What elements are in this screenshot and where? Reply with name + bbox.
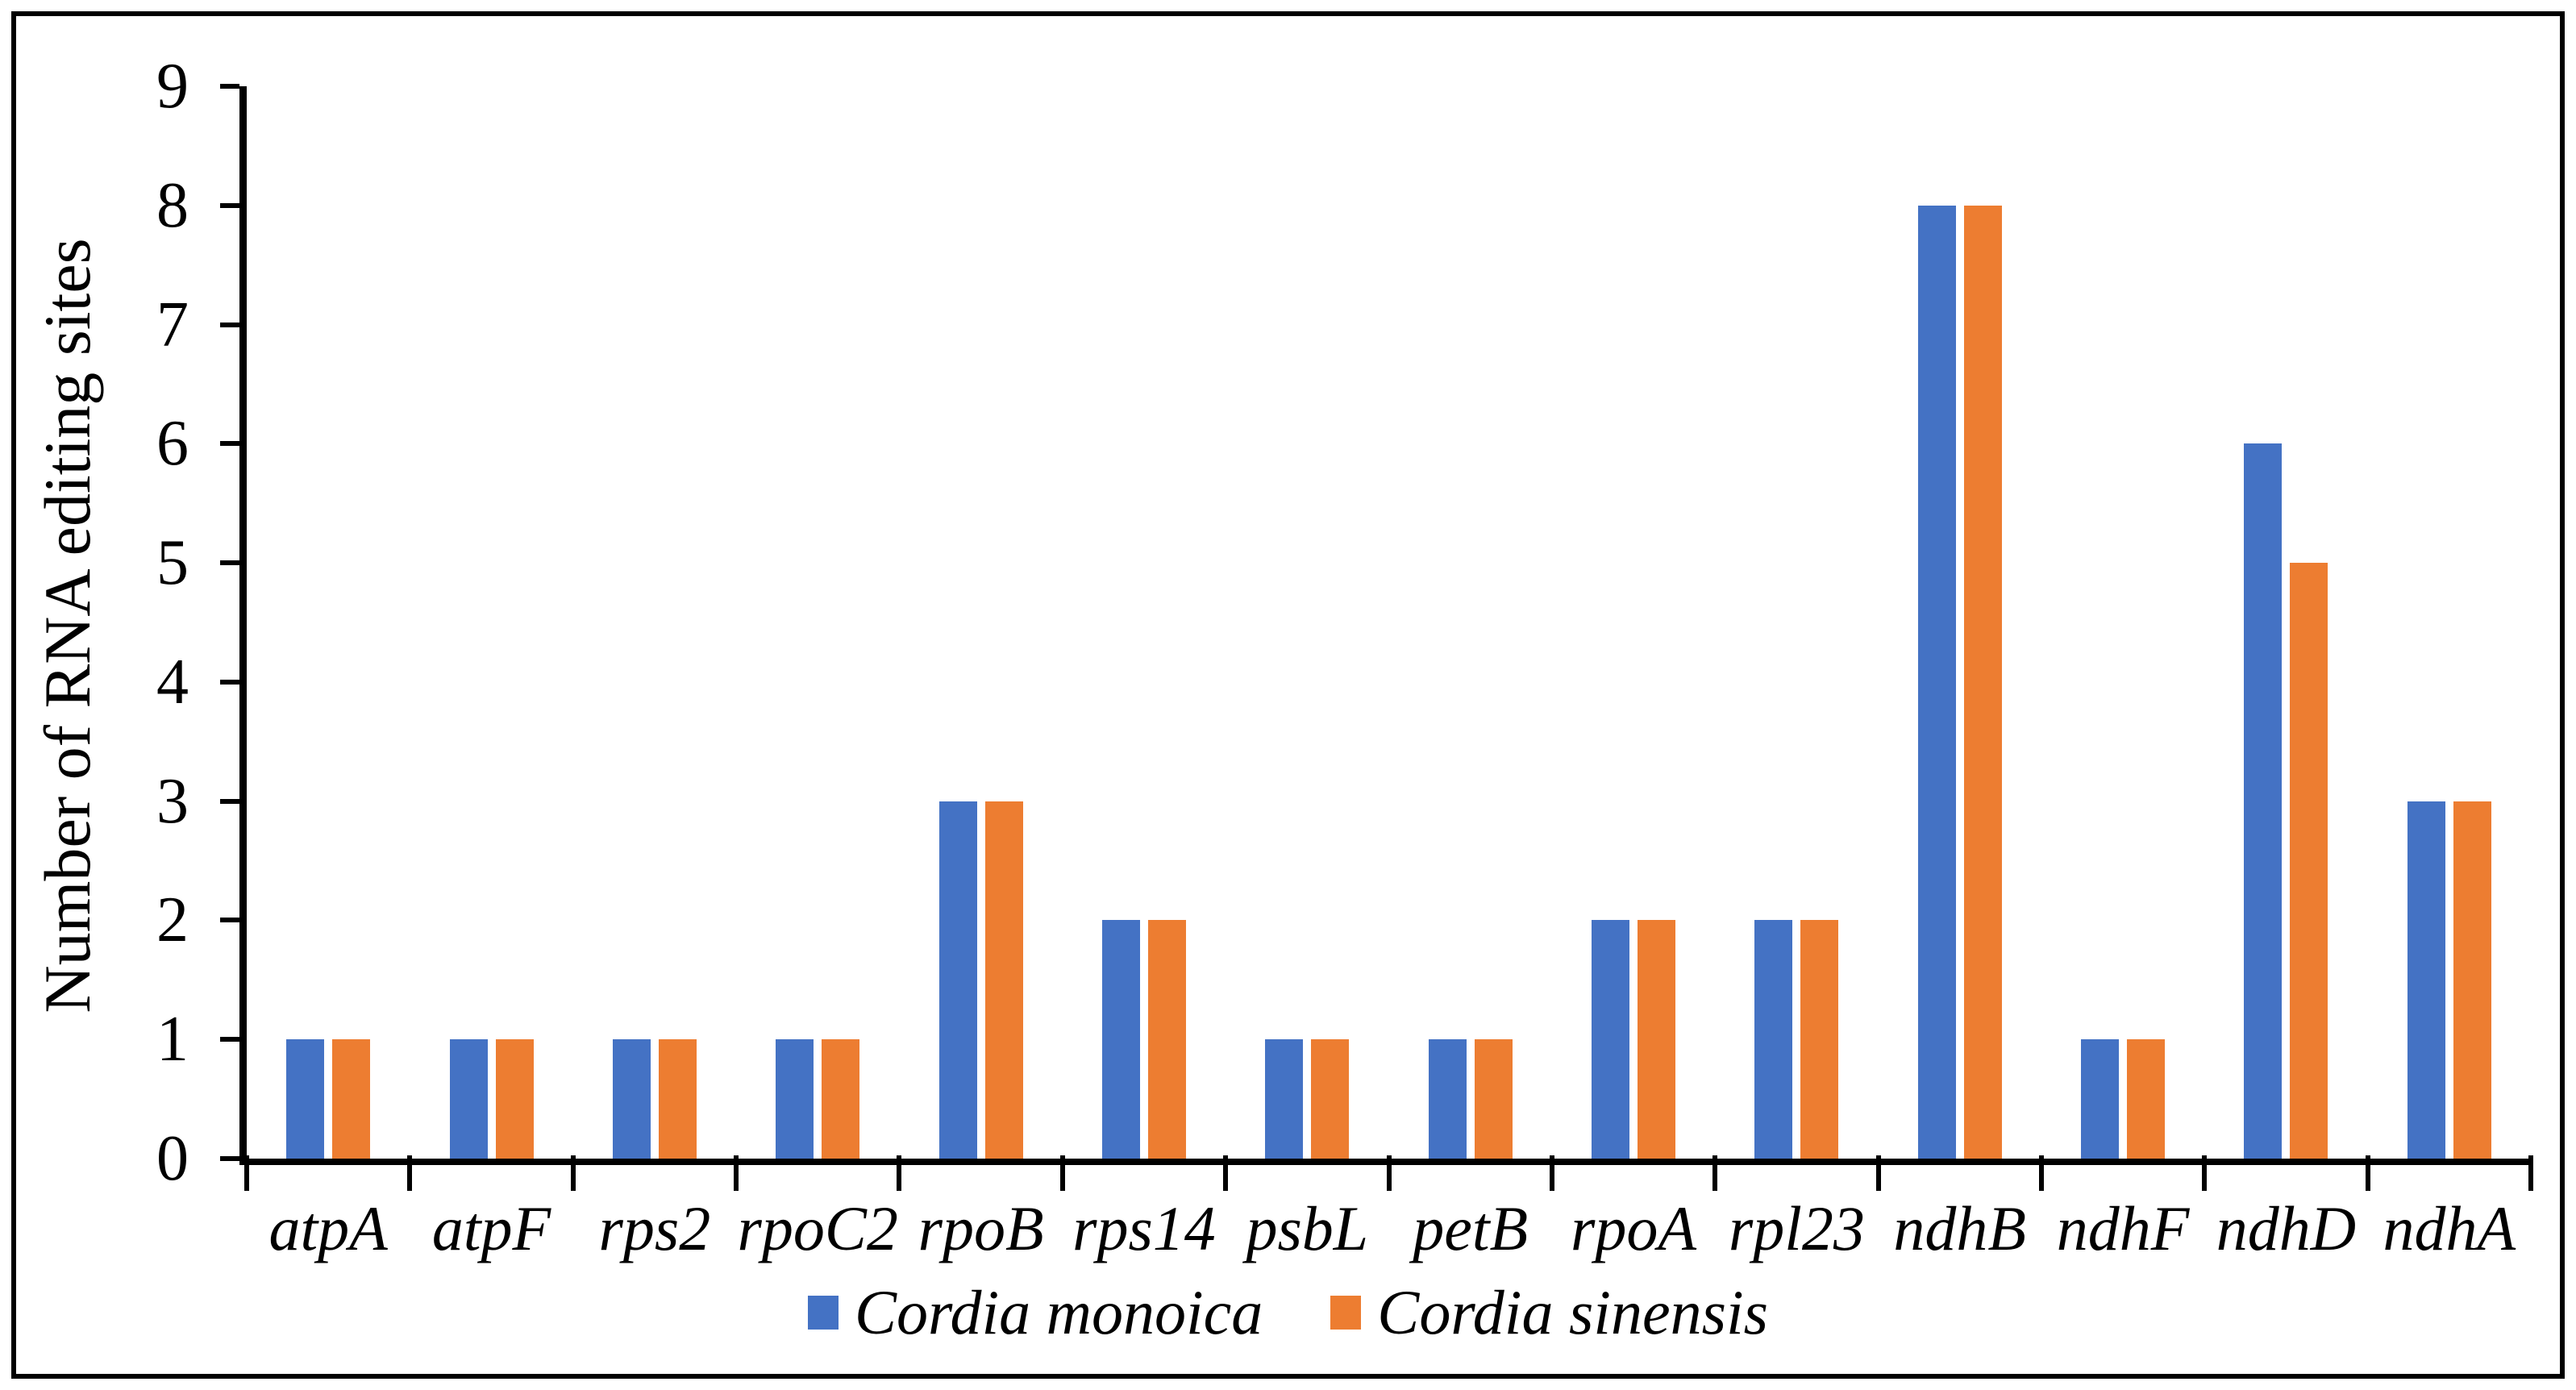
bar-atpA-series-1 (332, 1039, 371, 1159)
category-label-rpoB: rpoB (918, 1193, 1044, 1263)
y-axis-tick-label: 9 (156, 51, 189, 122)
y-axis-tick (220, 202, 239, 208)
bar-ndhA-series-1 (2453, 801, 2491, 1159)
x-axis-tick (897, 1155, 902, 1191)
bar-rpoC2-series-0 (776, 1039, 814, 1159)
x-axis-tick (570, 1155, 576, 1191)
bar-petB-series-1 (1474, 1039, 1513, 1159)
x-axis-tick (244, 1155, 249, 1191)
bar-ndhB-series-1 (1963, 205, 2002, 1159)
y-axis-tick-label: 6 (156, 408, 189, 480)
y-axis-tick-label: 4 (156, 646, 189, 718)
y-axis-tick-label: 0 (156, 1123, 189, 1194)
x-axis-tick (1059, 1155, 1065, 1191)
y-axis-tick (220, 798, 239, 804)
bar-rpoC2-series-1 (822, 1039, 860, 1159)
bar-petB-series-0 (1428, 1039, 1467, 1159)
bar-ndhA-series-0 (2407, 801, 2445, 1159)
category-label-ndhD: ndhD (2216, 1193, 2357, 1263)
y-axis-tick (220, 84, 239, 89)
bar-ndhD-series-1 (2290, 563, 2328, 1159)
y-axis-tick (220, 560, 239, 566)
bar-psbL-series-1 (1311, 1039, 1350, 1159)
bar-rpoA-series-1 (1638, 920, 1676, 1159)
y-axis-tick-label: 7 (156, 289, 189, 360)
legend-swatch-1 (1330, 1296, 1362, 1330)
y-axis-tick (220, 441, 239, 447)
legend-item-0: Cordia monoica (808, 1280, 1263, 1345)
bar-rpoB-series-0 (938, 801, 977, 1159)
plot-area: 0 1 2 3 4 5 6 7 8 9 atpA atpF rps2 rpoC2 rpoB rps14 psbL… (156, 54, 2533, 1262)
y-axis-tick-label: 2 (156, 884, 189, 956)
x-axis-tick (1223, 1155, 1229, 1191)
y-axis-tick-label: 8 (156, 169, 189, 241)
y-axis-tick (220, 918, 239, 923)
category-label-atpA: atpA (268, 1193, 388, 1263)
bar-rps2-series-1 (658, 1039, 697, 1159)
category-label-ndhA: ndhA (2382, 1193, 2516, 1263)
x-axis-tick (1875, 1155, 1881, 1191)
y-axis-tick-label: 1 (156, 1004, 189, 1076)
category-label-rpoA: rpoA (1571, 1193, 1697, 1263)
bar-atpF-series-0 (449, 1039, 488, 1159)
legend: Cordia monoica Cordia sinensis (0, 1280, 2576, 1345)
x-axis-tick (1549, 1155, 1554, 1191)
y-axis-tick (220, 679, 239, 685)
y-axis-tick (220, 1156, 239, 1161)
x-axis-tick (1386, 1155, 1392, 1191)
legend-item-1: Cordia sinensis (1330, 1280, 1768, 1345)
bar-rpoA-series-0 (1592, 920, 1630, 1159)
y-axis-tick (220, 322, 239, 327)
bar-ndhD-series-0 (2244, 443, 2283, 1159)
category-label-petB: petB (1413, 1193, 1529, 1263)
category-label-ndhB: ndhB (1893, 1193, 2027, 1263)
category-label-rpl23: rpl23 (1728, 1193, 1865, 1263)
y-axis-tick (220, 1037, 239, 1042)
legend-label-0: Cordia monoica (855, 1277, 1263, 1347)
bar-rps14-series-0 (1101, 920, 1140, 1159)
x-axis-tick (734, 1155, 739, 1191)
legend-swatch-0 (808, 1296, 839, 1330)
bar-rpl23-series-0 (1754, 920, 1793, 1159)
x-axis-tick (1712, 1155, 1718, 1191)
bar-psbL-series-0 (1265, 1039, 1304, 1159)
category-label-rpoC2: rpoC2 (737, 1193, 898, 1263)
bar-ndhF-series-0 (2081, 1039, 2120, 1159)
category-label-rps2: rps2 (598, 1193, 711, 1263)
bar-rps2-series-0 (612, 1039, 651, 1159)
legend-label-1: Cordia sinensis (1377, 1277, 1768, 1347)
bar-rpl23-series-1 (1800, 920, 1839, 1159)
y-axis-tick-label: 5 (156, 527, 189, 599)
x-axis-tick (2528, 1155, 2533, 1191)
x-axis-tick (2365, 1155, 2370, 1191)
category-label-rps14: rps14 (1072, 1193, 1216, 1263)
category-label-ndhF: ndhF (2056, 1193, 2190, 1263)
x-axis-tick (2038, 1155, 2044, 1191)
bar-rps14-series-1 (1147, 920, 1186, 1159)
bar-ndhB-series-0 (1917, 205, 1956, 1159)
bar-atpF-series-1 (495, 1039, 534, 1159)
x-axis-tick (407, 1155, 413, 1191)
bar-rpoB-series-1 (984, 801, 1023, 1159)
bar-ndhF-series-1 (2127, 1039, 2166, 1159)
category-label-atpF: atpF (431, 1193, 551, 1263)
y-axis-tick-label: 3 (156, 765, 189, 837)
category-label-psbL: psbL (1246, 1193, 1369, 1263)
x-axis-tick (2202, 1155, 2208, 1191)
bar-atpA-series-0 (286, 1039, 325, 1159)
